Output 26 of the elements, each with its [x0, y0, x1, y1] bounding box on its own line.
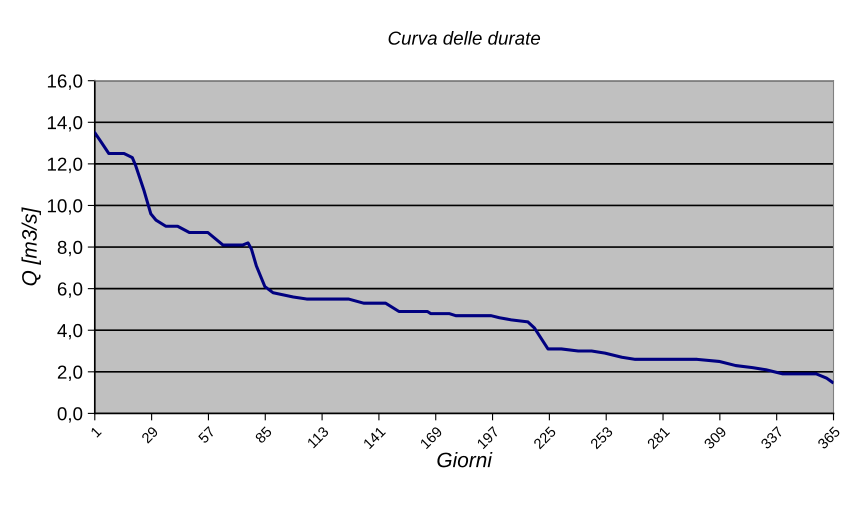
x-tick-label: 225: [532, 426, 557, 450]
x-tick-label: 169: [420, 426, 443, 450]
x-tick-label: 113: [306, 426, 330, 448]
x-tick-label: 85: [254, 426, 272, 444]
y-tick-label: 0,0: [58, 407, 82, 423]
x-tick-label: 365: [816, 426, 841, 450]
y-tick-label: 6,0: [58, 282, 82, 298]
chart-title: Curva delle durate: [388, 31, 540, 45]
x-tick-label: 57: [198, 426, 216, 444]
x-axis-title: Giorni: [437, 452, 492, 468]
y-tick-label: 4,0: [57, 324, 82, 340]
y-tick-label: 12,0: [48, 158, 82, 174]
x-tick-label: 1: [90, 426, 102, 438]
x-tick-label: 253: [590, 426, 614, 450]
y-tick-label: 2,0: [58, 366, 82, 382]
y-tick-label: 16,0: [48, 74, 82, 90]
y-axis-title: Q [m3/s]: [22, 207, 41, 286]
x-tick-label: 197: [476, 426, 500, 450]
x-tick-label: 141: [362, 426, 386, 450]
y-tick-label: 10,0: [48, 199, 82, 215]
x-tick-label: 337: [760, 426, 784, 450]
x-tick-label: 281: [646, 426, 670, 450]
x-tick-label: 309: [703, 426, 727, 450]
y-tick-label: 14,0: [48, 116, 82, 132]
x-tick-label: 29: [140, 426, 159, 444]
y-tick-label: 8,0: [58, 240, 82, 256]
